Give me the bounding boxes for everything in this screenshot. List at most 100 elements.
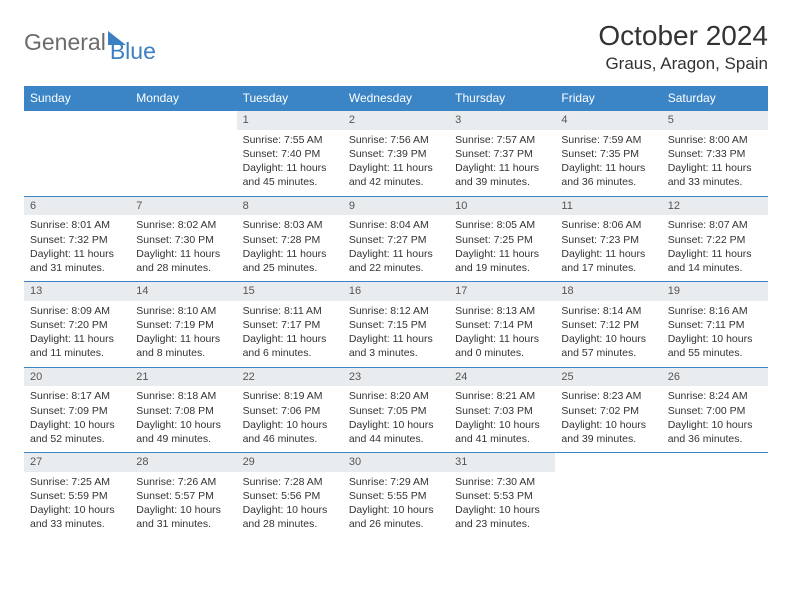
- daylight-text-2: and 39 minutes.: [455, 175, 549, 189]
- day-header: Tuesday: [237, 86, 343, 110]
- daylight-text-1: Daylight: 11 hours: [243, 247, 337, 261]
- daylight-text-1: Daylight: 11 hours: [349, 247, 443, 261]
- day-number: 25: [555, 368, 661, 387]
- calendar-cell: 17Sunrise: 8:13 AMSunset: 7:14 PMDayligh…: [449, 281, 555, 367]
- day-number: 4: [555, 111, 661, 130]
- sunrise-text: Sunrise: 8:14 AM: [561, 304, 655, 318]
- day-details: Sunrise: 7:28 AMSunset: 5:56 PMDaylight:…: [237, 472, 343, 538]
- day-details: Sunrise: 8:19 AMSunset: 7:06 PMDaylight:…: [237, 386, 343, 452]
- day-details: Sunrise: 8:24 AMSunset: 7:00 PMDaylight:…: [662, 386, 768, 452]
- daylight-text-1: Daylight: 10 hours: [30, 503, 124, 517]
- month-title: October 2024: [598, 20, 768, 52]
- sunset-text: Sunset: 5:56 PM: [243, 489, 337, 503]
- sunrise-text: Sunrise: 8:23 AM: [561, 389, 655, 403]
- day-number: 9: [343, 197, 449, 216]
- day-details: Sunrise: 7:59 AMSunset: 7:35 PMDaylight:…: [555, 130, 661, 196]
- sunrise-text: Sunrise: 8:21 AM: [455, 389, 549, 403]
- calendar-cell: 28Sunrise: 7:26 AMSunset: 5:57 PMDayligh…: [130, 452, 236, 538]
- sunset-text: Sunset: 7:09 PM: [30, 404, 124, 418]
- day-number: 14: [130, 282, 236, 301]
- sunset-text: Sunset: 7:27 PM: [349, 233, 443, 247]
- sunset-text: Sunset: 7:06 PM: [243, 404, 337, 418]
- daylight-text-2: and 44 minutes.: [349, 432, 443, 446]
- day-number: 31: [449, 453, 555, 472]
- day-number: 13: [24, 282, 130, 301]
- sunrise-text: Sunrise: 8:02 AM: [136, 218, 230, 232]
- sunrise-text: Sunrise: 8:10 AM: [136, 304, 230, 318]
- daylight-text-2: and 31 minutes.: [30, 261, 124, 275]
- daylight-text-1: Daylight: 11 hours: [668, 247, 762, 261]
- day-details: Sunrise: 7:25 AMSunset: 5:59 PMDaylight:…: [24, 472, 130, 538]
- daylight-text-2: and 28 minutes.: [136, 261, 230, 275]
- brand-logo: General Blue: [24, 20, 156, 65]
- sunset-text: Sunset: 7:00 PM: [668, 404, 762, 418]
- day-details: Sunrise: 7:57 AMSunset: 7:37 PMDaylight:…: [449, 130, 555, 196]
- sunset-text: Sunset: 7:30 PM: [136, 233, 230, 247]
- day-details: Sunrise: 8:16 AMSunset: 7:11 PMDaylight:…: [662, 301, 768, 367]
- day-header: Thursday: [449, 86, 555, 110]
- calendar-cell: 21Sunrise: 8:18 AMSunset: 7:08 PMDayligh…: [130, 367, 236, 453]
- day-number: 20: [24, 368, 130, 387]
- daylight-text-1: Daylight: 11 hours: [136, 247, 230, 261]
- daylight-text-2: and 33 minutes.: [668, 175, 762, 189]
- calendar-cell: 12Sunrise: 8:07 AMSunset: 7:22 PMDayligh…: [662, 196, 768, 282]
- page-header: General Blue October 2024 Graus, Aragon,…: [24, 20, 768, 74]
- day-details: Sunrise: 7:29 AMSunset: 5:55 PMDaylight:…: [343, 472, 449, 538]
- day-details: Sunrise: 8:04 AMSunset: 7:27 PMDaylight:…: [343, 215, 449, 281]
- calendar-cell-empty: ..: [555, 452, 661, 538]
- calendar-cell: 14Sunrise: 8:10 AMSunset: 7:19 PMDayligh…: [130, 281, 236, 367]
- daylight-text-1: Daylight: 10 hours: [243, 503, 337, 517]
- sunrise-text: Sunrise: 8:17 AM: [30, 389, 124, 403]
- day-number: 27: [24, 453, 130, 472]
- calendar-cell: 26Sunrise: 8:24 AMSunset: 7:00 PMDayligh…: [662, 367, 768, 453]
- sunset-text: Sunset: 7:11 PM: [668, 318, 762, 332]
- calendar-cell: 25Sunrise: 8:23 AMSunset: 7:02 PMDayligh…: [555, 367, 661, 453]
- sunrise-text: Sunrise: 7:28 AM: [243, 475, 337, 489]
- calendar-cell: 24Sunrise: 8:21 AMSunset: 7:03 PMDayligh…: [449, 367, 555, 453]
- day-details: Sunrise: 8:09 AMSunset: 7:20 PMDaylight:…: [24, 301, 130, 367]
- sunrise-text: Sunrise: 8:05 AM: [455, 218, 549, 232]
- daylight-text-2: and 11 minutes.: [30, 346, 124, 360]
- daylight-text-1: Daylight: 10 hours: [349, 418, 443, 432]
- daylight-text-2: and 6 minutes.: [243, 346, 337, 360]
- daylight-text-2: and 49 minutes.: [136, 432, 230, 446]
- daylight-text-1: Daylight: 11 hours: [455, 332, 549, 346]
- brand-part1: General: [24, 29, 106, 56]
- daylight-text-2: and 36 minutes.: [561, 175, 655, 189]
- daylight-text-1: Daylight: 11 hours: [136, 332, 230, 346]
- daylight-text-2: and 57 minutes.: [561, 346, 655, 360]
- daylight-text-1: Daylight: 10 hours: [455, 418, 549, 432]
- location-label: Graus, Aragon, Spain: [598, 54, 768, 74]
- daylight-text-2: and 55 minutes.: [668, 346, 762, 360]
- sunrise-text: Sunrise: 8:09 AM: [30, 304, 124, 318]
- sunset-text: Sunset: 7:40 PM: [243, 147, 337, 161]
- day-details: Sunrise: 8:10 AMSunset: 7:19 PMDaylight:…: [130, 301, 236, 367]
- day-number: 30: [343, 453, 449, 472]
- sunset-text: Sunset: 5:53 PM: [455, 489, 549, 503]
- day-details: Sunrise: 8:20 AMSunset: 7:05 PMDaylight:…: [343, 386, 449, 452]
- sunrise-text: Sunrise: 8:03 AM: [243, 218, 337, 232]
- sunrise-text: Sunrise: 8:00 AM: [668, 133, 762, 147]
- sunrise-text: Sunrise: 7:57 AM: [455, 133, 549, 147]
- day-details: Sunrise: 8:18 AMSunset: 7:08 PMDaylight:…: [130, 386, 236, 452]
- calendar-cell: 8Sunrise: 8:03 AMSunset: 7:28 PMDaylight…: [237, 196, 343, 282]
- sunrise-text: Sunrise: 8:11 AM: [243, 304, 337, 318]
- sunrise-text: Sunrise: 8:18 AM: [136, 389, 230, 403]
- daylight-text-2: and 17 minutes.: [561, 261, 655, 275]
- sunset-text: Sunset: 7:35 PM: [561, 147, 655, 161]
- sunrise-text: Sunrise: 8:19 AM: [243, 389, 337, 403]
- sunrise-text: Sunrise: 8:20 AM: [349, 389, 443, 403]
- calendar-cell: 29Sunrise: 7:28 AMSunset: 5:56 PMDayligh…: [237, 452, 343, 538]
- daylight-text-1: Daylight: 10 hours: [561, 332, 655, 346]
- day-number: 28: [130, 453, 236, 472]
- sunrise-text: Sunrise: 7:59 AM: [561, 133, 655, 147]
- day-details: Sunrise: 8:12 AMSunset: 7:15 PMDaylight:…: [343, 301, 449, 367]
- calendar-cell: 31Sunrise: 7:30 AMSunset: 5:53 PMDayligh…: [449, 452, 555, 538]
- sunrise-text: Sunrise: 8:12 AM: [349, 304, 443, 318]
- calendar-cell: 4Sunrise: 7:59 AMSunset: 7:35 PMDaylight…: [555, 110, 661, 196]
- daylight-text-1: Daylight: 11 hours: [455, 247, 549, 261]
- sunrise-text: Sunrise: 7:30 AM: [455, 475, 549, 489]
- daylight-text-1: Daylight: 11 hours: [561, 247, 655, 261]
- daylight-text-2: and 3 minutes.: [349, 346, 443, 360]
- day-number: 22: [237, 368, 343, 387]
